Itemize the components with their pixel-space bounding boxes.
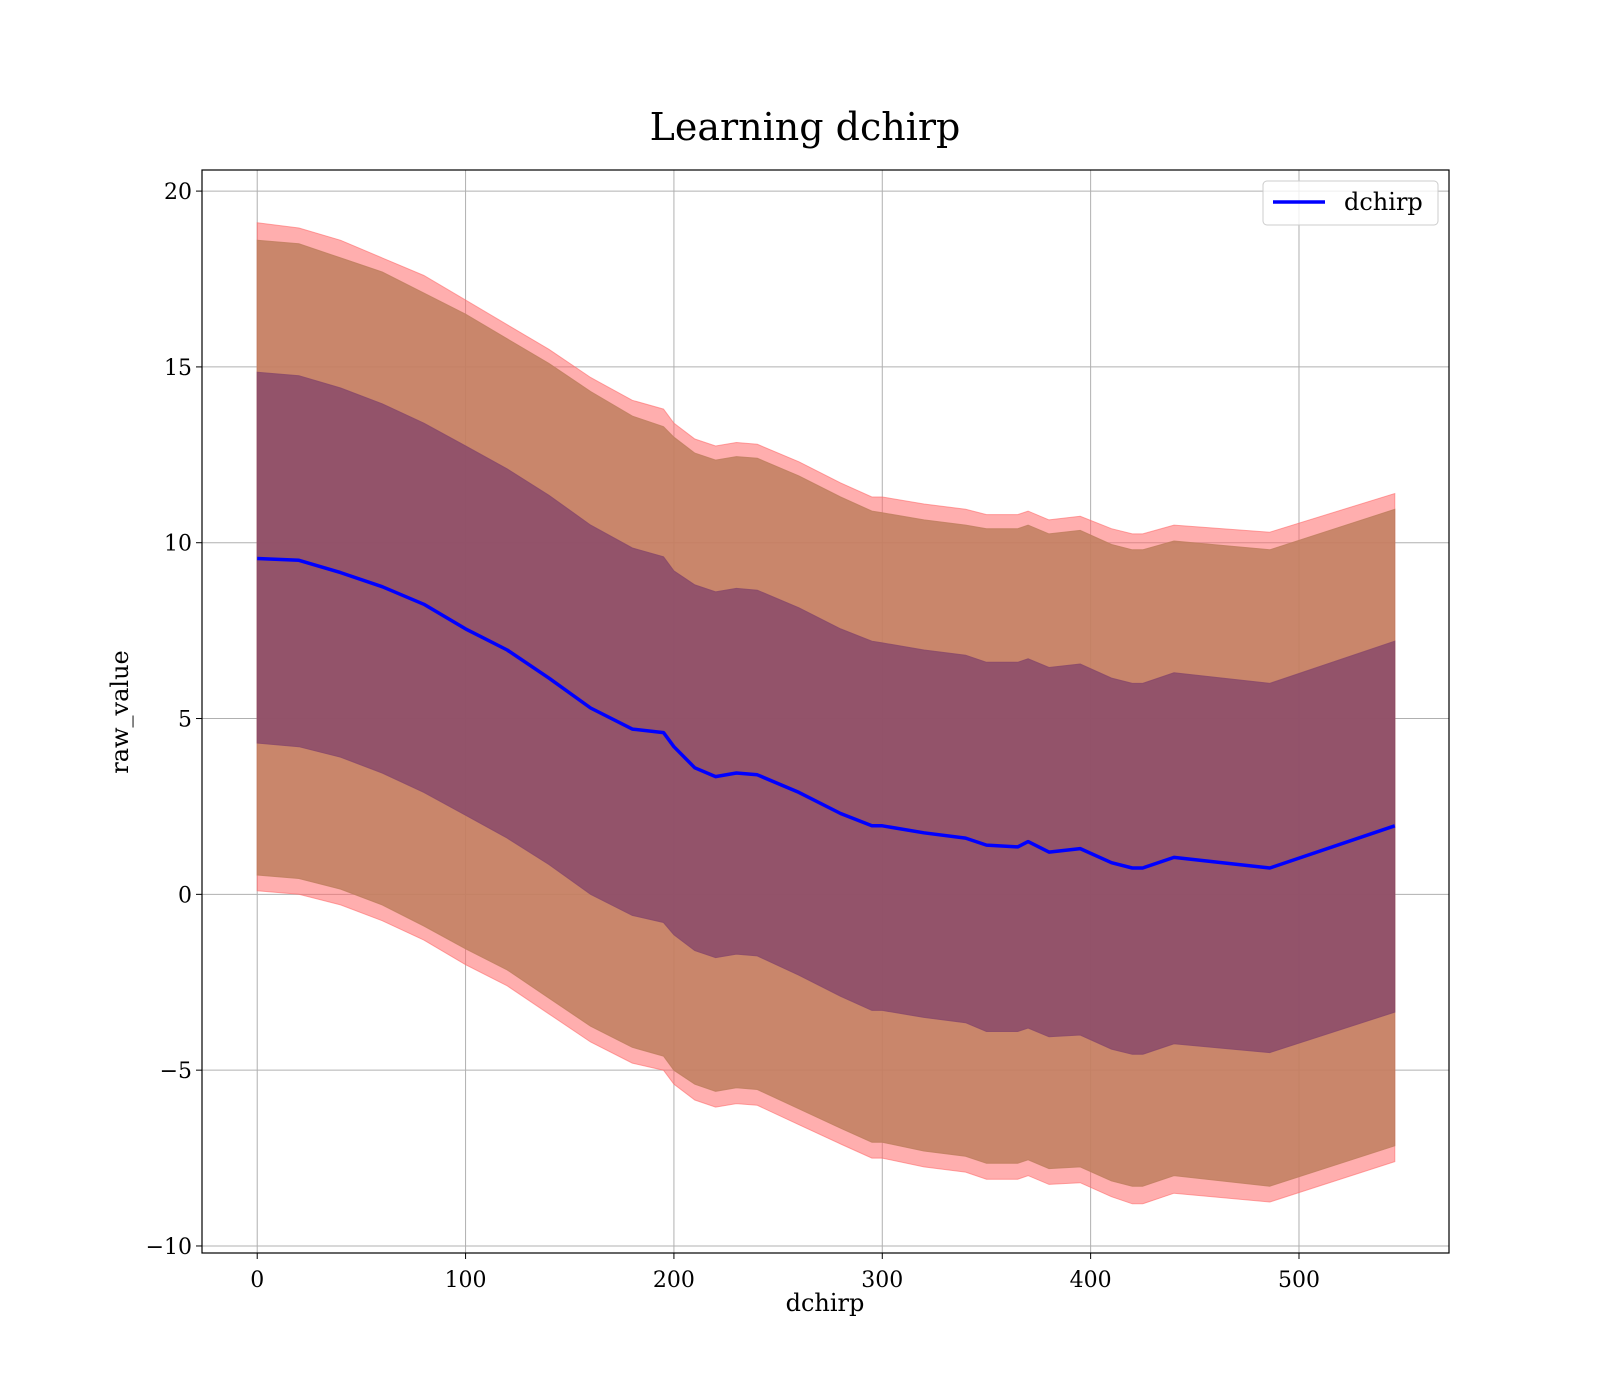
y-tick-label: 15 — [164, 356, 192, 381]
y-tick-label: 20 — [164, 180, 192, 205]
y-tick-label: −5 — [160, 1059, 192, 1084]
y-tick-label: 0 — [178, 883, 192, 908]
x-tick-label: 300 — [861, 1268, 903, 1293]
x-tick-label: 200 — [653, 1268, 695, 1293]
y-tick-label: 5 — [178, 708, 192, 733]
series-line-dchirp — [257, 556, 1396, 870]
y-axis-label: raw_value — [106, 650, 134, 774]
x-tick-label: 500 — [1278, 1268, 1320, 1293]
legend-label-dchirp: dchirp — [1344, 188, 1423, 216]
plot-frame — [201, 169, 1450, 1254]
x-axis: 0 100 200 300 400 500 — [250, 1253, 1320, 1293]
chart-title: Learning dchirp — [650, 105, 961, 149]
y-tick-label: 10 — [164, 532, 192, 557]
legend-box — [1262, 180, 1439, 226]
x-tick-label: 0 — [250, 1268, 264, 1293]
y-tick-label: −10 — [146, 1235, 192, 1260]
legend: dchirp — [1262, 180, 1439, 226]
plot-area — [256, 222, 1396, 1205]
y-axis: −10 −5 0 5 10 15 20 — [146, 180, 202, 1260]
x-axis-label: dchirp — [786, 1289, 865, 1317]
x-tick-label: 400 — [1070, 1268, 1112, 1293]
x-tick-label: 100 — [445, 1268, 487, 1293]
band-inner — [256, 371, 1396, 1055]
